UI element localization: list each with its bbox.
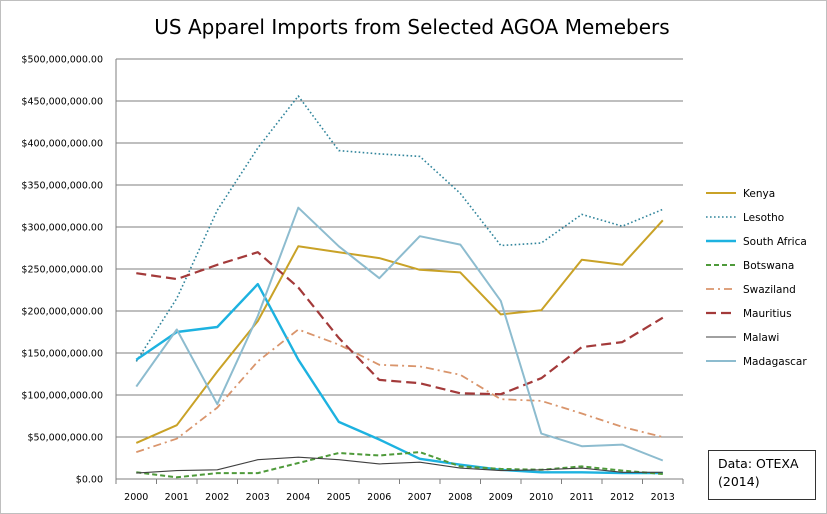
legend-label: Malawi — [743, 332, 779, 344]
x-tick-label: 2009 — [489, 492, 513, 503]
legend-label: Kenya — [743, 188, 775, 200]
y-tick-label: $450,000,000.00 — [21, 97, 103, 108]
y-tick-label: $350,000,000.00 — [21, 181, 103, 192]
y-tick-label: $500,000,000.00 — [21, 55, 103, 66]
x-axis-tick-labels: 2000 2001 2002 2003 2004 2005 2006 2007 2008 2009… — [124, 492, 675, 503]
x-tick-label: 2002 — [205, 492, 229, 503]
source-note-line-2: (2014) — [718, 474, 760, 489]
series-line-lesotho — [135, 95, 664, 362]
y-tick-label: $250,000,000.00 — [21, 265, 103, 276]
x-tick-label: 2008 — [448, 492, 472, 503]
y-tick-label: $50,000,000.00 — [27, 433, 103, 444]
legend-label: Lesotho — [743, 212, 784, 224]
x-tick-label: 2003 — [246, 492, 270, 503]
x-tick-label: 2011 — [570, 492, 594, 503]
series-line-kenya — [135, 219, 664, 444]
legend-label: South Africa — [743, 236, 807, 248]
legend-label: Swaziland — [743, 284, 796, 296]
x-tick-label: 2012 — [610, 492, 634, 503]
legend-label: Mauritius — [743, 308, 792, 320]
source-note-line-1: Data: OTEXA — [718, 456, 799, 471]
x-tick-label: 2000 — [124, 492, 148, 503]
y-tick-label: $300,000,000.00 — [21, 223, 103, 234]
y-axis-tick-labels: $0.00 $50,000,000.00 $100,000,000.00 $150,0… — [21, 55, 103, 486]
axes — [115, 59, 684, 484]
series-line-mauritius — [136, 251, 664, 396]
x-tick-label: 2006 — [367, 492, 391, 503]
x-tick-label: 2004 — [286, 492, 310, 503]
series-line-south-africa — [135, 282, 663, 475]
x-tick-label: 2010 — [529, 492, 553, 503]
y-tick-label: $0.00 — [76, 475, 103, 486]
legend: Kenya Lesotho South Africa Botswana Swazilan… — [706, 188, 807, 368]
y-tick-label: $100,000,000.00 — [21, 391, 103, 402]
chart-title: US Apparel Imports from Selected AGOA Me… — [154, 15, 669, 39]
series-line-swaziland — [136, 328, 664, 453]
y-tick-label: $400,000,000.00 — [21, 139, 103, 150]
series-lines — [135, 95, 664, 479]
series-line-madagascar — [135, 206, 664, 462]
x-tick-label: 2005 — [327, 492, 351, 503]
gridlines — [116, 58, 683, 438]
series-line-malawi — [136, 456, 663, 474]
legend-label: Botswana — [743, 260, 794, 272]
x-tick-label: 2007 — [408, 492, 432, 503]
x-tick-label: 2001 — [165, 492, 189, 503]
series-line-botswana — [136, 451, 663, 479]
y-tick-label: $200,000,000.00 — [21, 307, 103, 318]
x-tick-label: 2013 — [651, 492, 675, 503]
legend-label: Madagascar — [743, 356, 807, 368]
y-tick-label: $150,000,000.00 — [21, 349, 103, 360]
source-note: Data: OTEXA (2014) — [708, 450, 816, 500]
